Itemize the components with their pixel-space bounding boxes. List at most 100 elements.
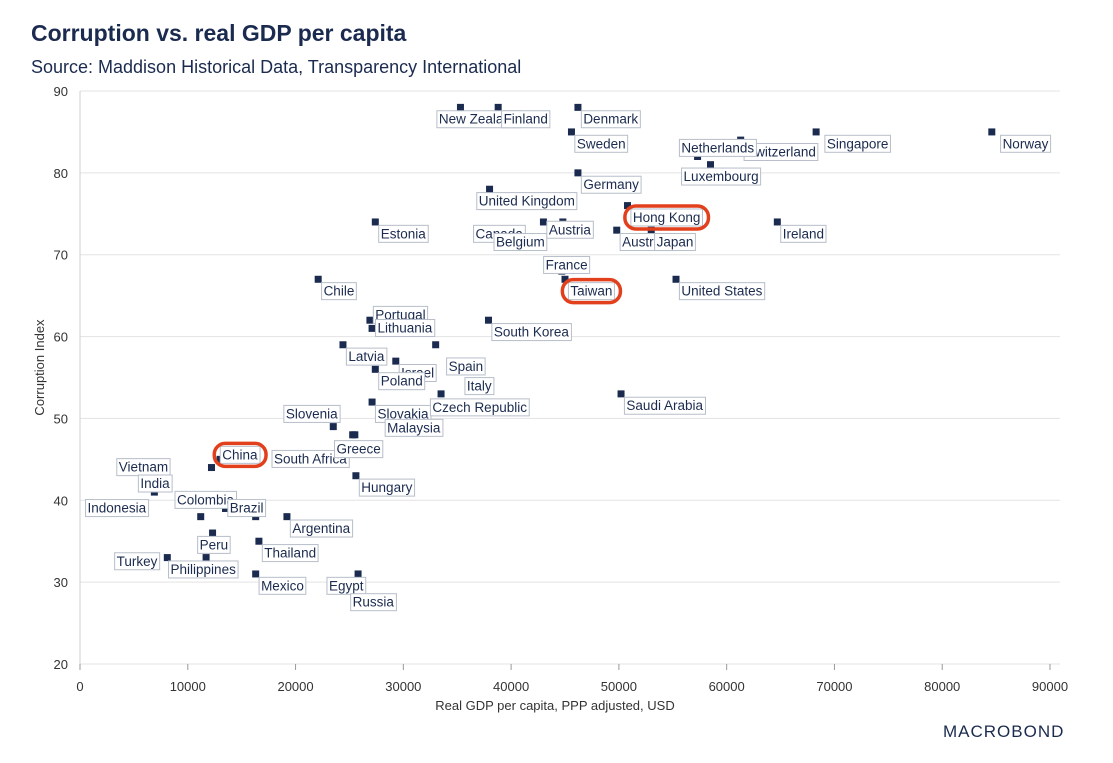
y-tick-label: 40: [54, 493, 68, 508]
point-label: Philippines: [168, 560, 239, 579]
point-label: Sweden: [574, 134, 629, 153]
point-label: Japan: [654, 233, 696, 252]
point-label: Chile: [321, 282, 357, 301]
data-point: [209, 529, 217, 537]
data-point: [252, 570, 260, 578]
x-tick-label: 70000: [816, 679, 852, 694]
logo-text: MACROBOND: [943, 722, 1065, 741]
chart-highlights: [212, 204, 711, 469]
point-label: Luxembourg: [681, 167, 762, 186]
point-label: Peru: [197, 535, 231, 554]
point-label: Spain: [446, 357, 486, 376]
data-point: [354, 570, 362, 578]
point-label-text: United Kingdom: [479, 194, 575, 209]
point-label-text: Finland: [504, 112, 548, 127]
point-label-text: Singapore: [827, 136, 889, 151]
data-point: [163, 554, 171, 562]
page-subtitle: Source: Maddison Historical Data, Transp…: [31, 57, 522, 77]
point-label: South Africa: [271, 449, 350, 468]
point-label: Austria: [546, 220, 594, 239]
point-label: Ireland: [780, 224, 827, 243]
point-label: Russia: [350, 593, 397, 612]
point-label-text: Japan: [657, 235, 694, 250]
point-label: France: [543, 255, 591, 274]
point-label-text: Vietnam: [119, 460, 168, 475]
x-tick-label: 50000: [601, 679, 637, 694]
point-label: Thailand: [261, 544, 319, 563]
x-axis-title: Real GDP per capita, PPP adjusted, USD: [435, 698, 674, 713]
point-label-text: Switzerland: [746, 144, 816, 159]
data-point: [539, 218, 547, 226]
point-label-text: France: [546, 257, 588, 272]
point-label: Mexico: [258, 576, 307, 595]
x-axis: 0 10000 20000 30000 40000 50000 60000 70000 8000…: [76, 664, 1068, 694]
data-point: [339, 341, 347, 349]
point-label-text: China: [222, 447, 258, 462]
point-label-text: Chile: [324, 284, 355, 299]
point-label-text: Germany: [583, 177, 639, 192]
macrobond-logo: MACROBOND: [943, 722, 1064, 742]
data-point: [613, 226, 621, 234]
data-point: [486, 185, 494, 193]
point-label: Belgium: [493, 233, 548, 252]
x-tick-label: 80000: [924, 679, 960, 694]
data-point: [207, 464, 215, 472]
point-label: United Kingdom: [476, 192, 578, 211]
data-point: [202, 554, 210, 562]
data-point: [812, 128, 820, 136]
data-point: [437, 390, 445, 398]
point-label-text: Mexico: [261, 578, 304, 593]
data-point: [329, 423, 337, 431]
y-tick-label: 50: [54, 411, 68, 426]
point-label: Hungary: [358, 478, 416, 497]
point-label-text: Indonesia: [88, 501, 147, 516]
point-label: United States: [678, 282, 766, 301]
point-label: Saudi Arabia: [623, 396, 706, 415]
point-label-text: Estonia: [381, 226, 427, 241]
data-point: [371, 218, 379, 226]
point-label: Denmark: [580, 110, 641, 129]
y-tick-label: 20: [54, 657, 68, 672]
data-point: [707, 161, 714, 169]
data-point: [366, 316, 374, 324]
chart-points: [149, 103, 996, 594]
point-label: India: [137, 474, 173, 493]
point-label-text: Norway: [1003, 136, 1049, 151]
data-point: [574, 169, 582, 177]
point-label: Egypt: [326, 576, 367, 595]
point-label-text: Colombia: [177, 492, 235, 507]
point-label: South Korea: [491, 323, 572, 342]
x-tick-label: 90000: [1032, 679, 1068, 694]
point-label-text: Hungary: [361, 480, 412, 495]
point-label-text: Latvia: [348, 349, 385, 364]
point-label-text: Peru: [200, 537, 229, 552]
y-tick-label: 90: [54, 84, 68, 99]
data-point: [988, 128, 996, 136]
point-label-text: Portugal: [375, 307, 425, 322]
x-tick-label: 60000: [709, 679, 745, 694]
point-label-text: Egypt: [329, 578, 364, 593]
data-point: [255, 537, 263, 545]
y-axis: 20 30 40 50 60 70 80 90: [54, 84, 81, 672]
point-label-text: Thailand: [264, 546, 316, 561]
point-label: Argentina: [289, 519, 354, 538]
y-tick-label: 60: [54, 330, 68, 345]
point-label: Czech Republic: [429, 398, 530, 417]
point-label-text: Sweden: [577, 136, 626, 151]
data-point: [617, 390, 625, 398]
point-label: New Zealand: [436, 110, 521, 129]
point-label-text: Argentina: [292, 521, 350, 536]
point-label-text: Hong Kong: [633, 210, 701, 225]
data-point: [567, 128, 575, 136]
point-label-text: India: [140, 476, 170, 491]
point-label: Hong Kong: [630, 208, 703, 227]
data-point: [314, 275, 322, 283]
data-point: [574, 103, 582, 111]
data-point: [283, 513, 291, 521]
data-point: [371, 365, 379, 373]
highlight-outline: [560, 277, 623, 305]
x-tick-label: 40000: [493, 679, 529, 694]
point-label: Estonia: [378, 224, 429, 243]
data-point: [561, 275, 569, 283]
